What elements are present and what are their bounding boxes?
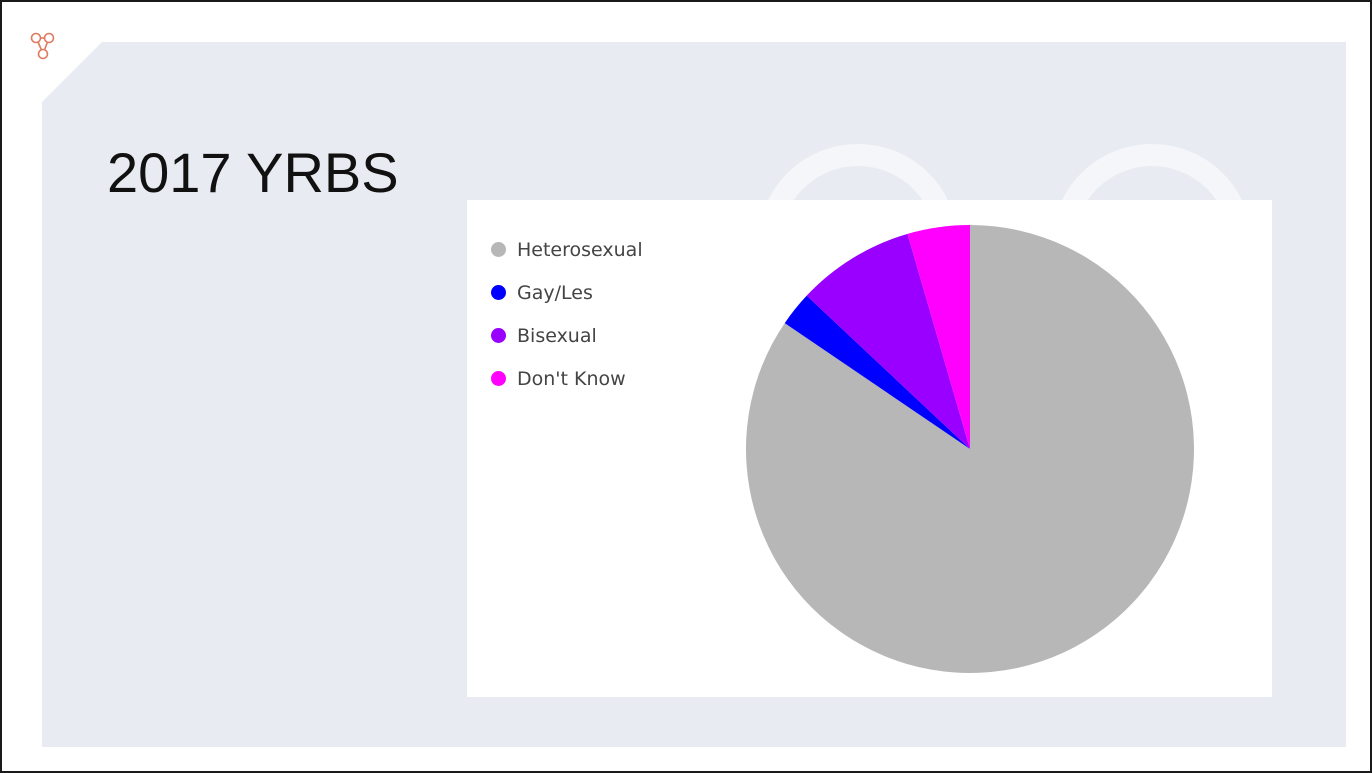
legend-item: Don't Know xyxy=(491,357,643,400)
legend-item: Heterosexual xyxy=(491,228,643,271)
legend-label: Heterosexual xyxy=(517,238,643,261)
pie-slice xyxy=(784,295,970,449)
legend-swatch xyxy=(491,285,506,300)
legend-swatch xyxy=(491,371,506,386)
legend-label: Gay/Les xyxy=(517,281,593,304)
pie-slice xyxy=(907,225,970,449)
legend-label: Don't Know xyxy=(517,367,626,390)
legend-swatch xyxy=(491,328,506,343)
legend-item: Bisexual xyxy=(491,314,643,357)
chart-legend: Heterosexual Gay/Les Bisexual Don't Know xyxy=(491,228,643,400)
pie-slice xyxy=(745,225,1194,673)
legend-item: Gay/Les xyxy=(491,271,643,314)
pie-chart-panel: Heterosexual Gay/Les Bisexual Don't Know xyxy=(467,200,1272,697)
share-nodes-icon xyxy=(30,32,55,60)
slide-title: 2017 YRBS xyxy=(107,141,399,204)
legend-label: Bisexual xyxy=(517,324,597,347)
legend-swatch xyxy=(491,242,506,257)
pie-slice xyxy=(806,233,970,449)
pie-chart xyxy=(745,225,1194,673)
